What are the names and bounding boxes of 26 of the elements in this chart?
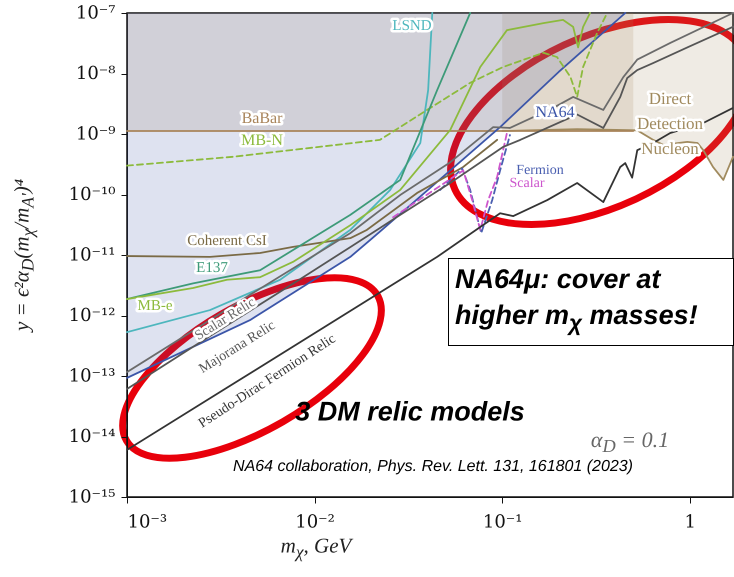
y-tick-label: 10⁻¹² bbox=[68, 305, 116, 326]
x-axis-title: m$_{χ}$, GeV bbox=[280, 533, 352, 563]
series-label: MB-e bbox=[138, 298, 173, 314]
y-tick-label: 10⁻¹⁵ bbox=[68, 486, 116, 508]
series-label: Coherent CsI bbox=[187, 233, 267, 249]
x-tick-label: 1 bbox=[684, 512, 696, 532]
series-label: MB-N bbox=[241, 132, 284, 149]
series-label: Fermion bbox=[516, 163, 564, 178]
y-tick-label: 10⁻¹⁴ bbox=[68, 426, 116, 447]
series-label: E137 bbox=[196, 260, 228, 276]
annotation: NA64μ: cover at higher m$_{χ}$ masses! bbox=[448, 258, 734, 346]
y-tick-label: 10⁻⁸ bbox=[76, 63, 116, 84]
series-label: LSND bbox=[392, 18, 432, 34]
x-tick-label: 10⁻³ bbox=[128, 512, 168, 532]
y-tick-label: 10⁻¹¹ bbox=[68, 244, 116, 266]
x-tick-label: 10⁻¹ bbox=[482, 512, 522, 532]
annotation: α$_{D}$ = 0.1 bbox=[590, 426, 670, 458]
y-tick-label: 10⁻¹³ bbox=[68, 366, 116, 386]
annotation: NA64 collaboration, Phys. Rev. Lett. 131, 161801 (2023) bbox=[233, 458, 633, 476]
x-tick-label: 10⁻² bbox=[295, 512, 335, 532]
y-tick-label: 10⁻⁹ bbox=[76, 124, 116, 144]
series-label: Direct Detection Nucleon bbox=[636, 89, 704, 158]
y-tick-label: 10⁻⁷ bbox=[76, 2, 116, 24]
series-label: Scalar bbox=[510, 176, 545, 191]
y-tick-label: 10⁻¹⁰ bbox=[68, 184, 116, 205]
series-label: BaBar bbox=[242, 110, 284, 127]
